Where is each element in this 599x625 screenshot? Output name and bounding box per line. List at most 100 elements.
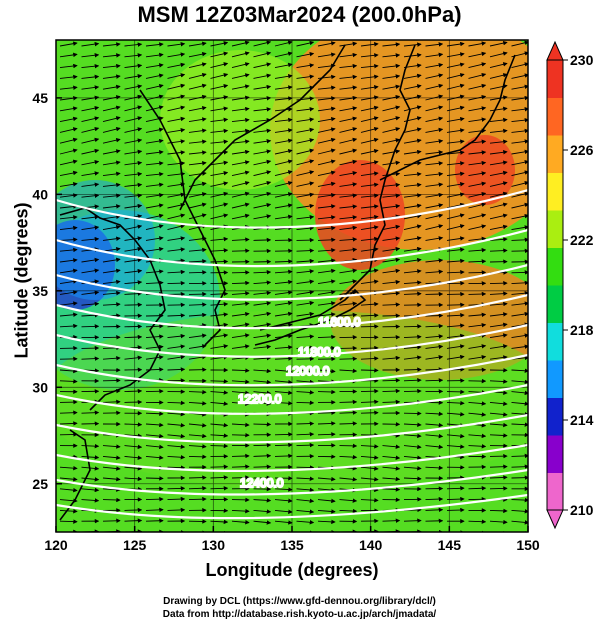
wind-arrow	[382, 257, 401, 263]
wind-arrow	[210, 191, 229, 198]
wind-arrow	[210, 106, 229, 112]
wind-arrow	[253, 368, 272, 374]
wind-arrow	[468, 62, 487, 69]
wind-arrow	[425, 182, 444, 187]
wind-arrow	[339, 454, 358, 460]
wind-arrow	[210, 301, 229, 307]
colorbar-segment-4	[547, 322, 563, 361]
wind-arrow	[210, 379, 229, 384]
wind-arrow	[489, 291, 508, 296]
wind-arrow	[425, 213, 444, 220]
wind-arrow	[210, 95, 229, 101]
wind-arrow	[446, 412, 465, 417]
wind-arrow	[188, 150, 207, 155]
wind-arrow	[167, 496, 186, 502]
mild-region-north	[160, 50, 320, 190]
wind-arrow	[59, 323, 78, 329]
wind-arrow	[317, 106, 336, 112]
wind-arrow	[59, 95, 78, 101]
wind-arrow	[145, 496, 164, 502]
wind-arrow	[59, 379, 78, 384]
colorbar-segment-11	[547, 60, 563, 98]
wind-arrow	[102, 302, 121, 307]
height-contour-line	[56, 468, 528, 496]
wind-arrow	[145, 182, 164, 188]
wind-arrow	[274, 379, 293, 385]
wind-arrow	[403, 280, 422, 285]
wind-arrow	[468, 236, 487, 242]
wind-arrow	[296, 345, 315, 351]
wind-arrow	[489, 344, 508, 349]
wind-arrow	[339, 148, 358, 155]
wind-arrow	[446, 52, 465, 58]
wind-arrow	[167, 213, 186, 220]
wind-arrow	[360, 137, 379, 144]
wind-arrow	[382, 53, 401, 58]
wind-arrow	[231, 95, 250, 101]
wind-arrow	[124, 193, 143, 198]
wind-arrow	[81, 63, 100, 69]
colorbar-segment-2	[547, 397, 563, 436]
colorbar-tick-label-2: 218	[570, 322, 594, 338]
wind-arrow	[382, 444, 401, 449]
wind-arrow	[296, 258, 315, 264]
wind-arrow	[145, 203, 164, 209]
wind-arrow	[274, 96, 293, 101]
wind-arrow	[102, 149, 121, 155]
wind-arrow	[489, 401, 508, 406]
wind-arrow	[446, 83, 465, 90]
wind-arrow	[274, 51, 293, 58]
colorbar-tick-label-1: 214	[570, 412, 594, 428]
wind-arrow	[317, 159, 336, 166]
wind-arrow	[253, 128, 272, 134]
wind-arrow	[124, 257, 143, 263]
wind-arrow	[511, 497, 528, 503]
wind-arrow	[446, 313, 465, 318]
wind-arrow	[253, 390, 272, 396]
wind-arrow	[167, 344, 186, 349]
wind-arrow	[81, 85, 100, 90]
wind-arrow	[145, 444, 164, 450]
wind-arrow	[296, 203, 315, 209]
wind-arrow	[167, 411, 186, 417]
wind-arrow	[489, 224, 508, 231]
wind-arrow	[425, 236, 444, 241]
wind-arrow	[274, 369, 293, 374]
wind-arrow	[489, 150, 508, 155]
wind-arrow	[296, 487, 315, 493]
wind-arrow	[446, 433, 465, 439]
wind-arrow	[231, 291, 250, 296]
wind-arrow	[167, 236, 186, 241]
wind-arrow	[124, 105, 143, 112]
wind-arrow	[188, 192, 207, 198]
wind-arrow	[446, 41, 465, 47]
wind-arrow	[511, 84, 528, 90]
wind-arrow	[317, 421, 336, 426]
wind-arrow	[511, 106, 528, 112]
wind-arrow	[124, 433, 143, 439]
wind-arrow	[360, 477, 379, 482]
wind-arrow	[468, 41, 487, 47]
wind-arrow	[360, 148, 379, 155]
wind-arrow	[124, 138, 143, 144]
wind-arrow	[231, 475, 250, 480]
wind-arrow	[231, 62, 250, 69]
wind-arrow	[489, 95, 508, 101]
wind-arrow	[102, 53, 121, 58]
wind-arrow	[425, 127, 444, 133]
wind-arrow	[59, 368, 78, 374]
wind-arrow	[253, 355, 272, 361]
wind-arrow	[231, 322, 250, 328]
contour-label-0: 11600.0	[318, 315, 361, 329]
wind-arrow	[360, 444, 379, 449]
wind-arrow	[511, 159, 528, 166]
wind-arrow	[167, 94, 186, 101]
wind-arrow	[403, 388, 422, 394]
wind-arrow	[446, 182, 465, 187]
wind-arrow	[81, 41, 100, 47]
colorbar-tick-label-4: 226	[570, 142, 594, 158]
wind-arrow	[425, 465, 444, 471]
wind-arrow	[511, 311, 528, 317]
colorbar-tick-label-0: 210	[570, 502, 594, 518]
wind-arrow	[102, 355, 121, 361]
